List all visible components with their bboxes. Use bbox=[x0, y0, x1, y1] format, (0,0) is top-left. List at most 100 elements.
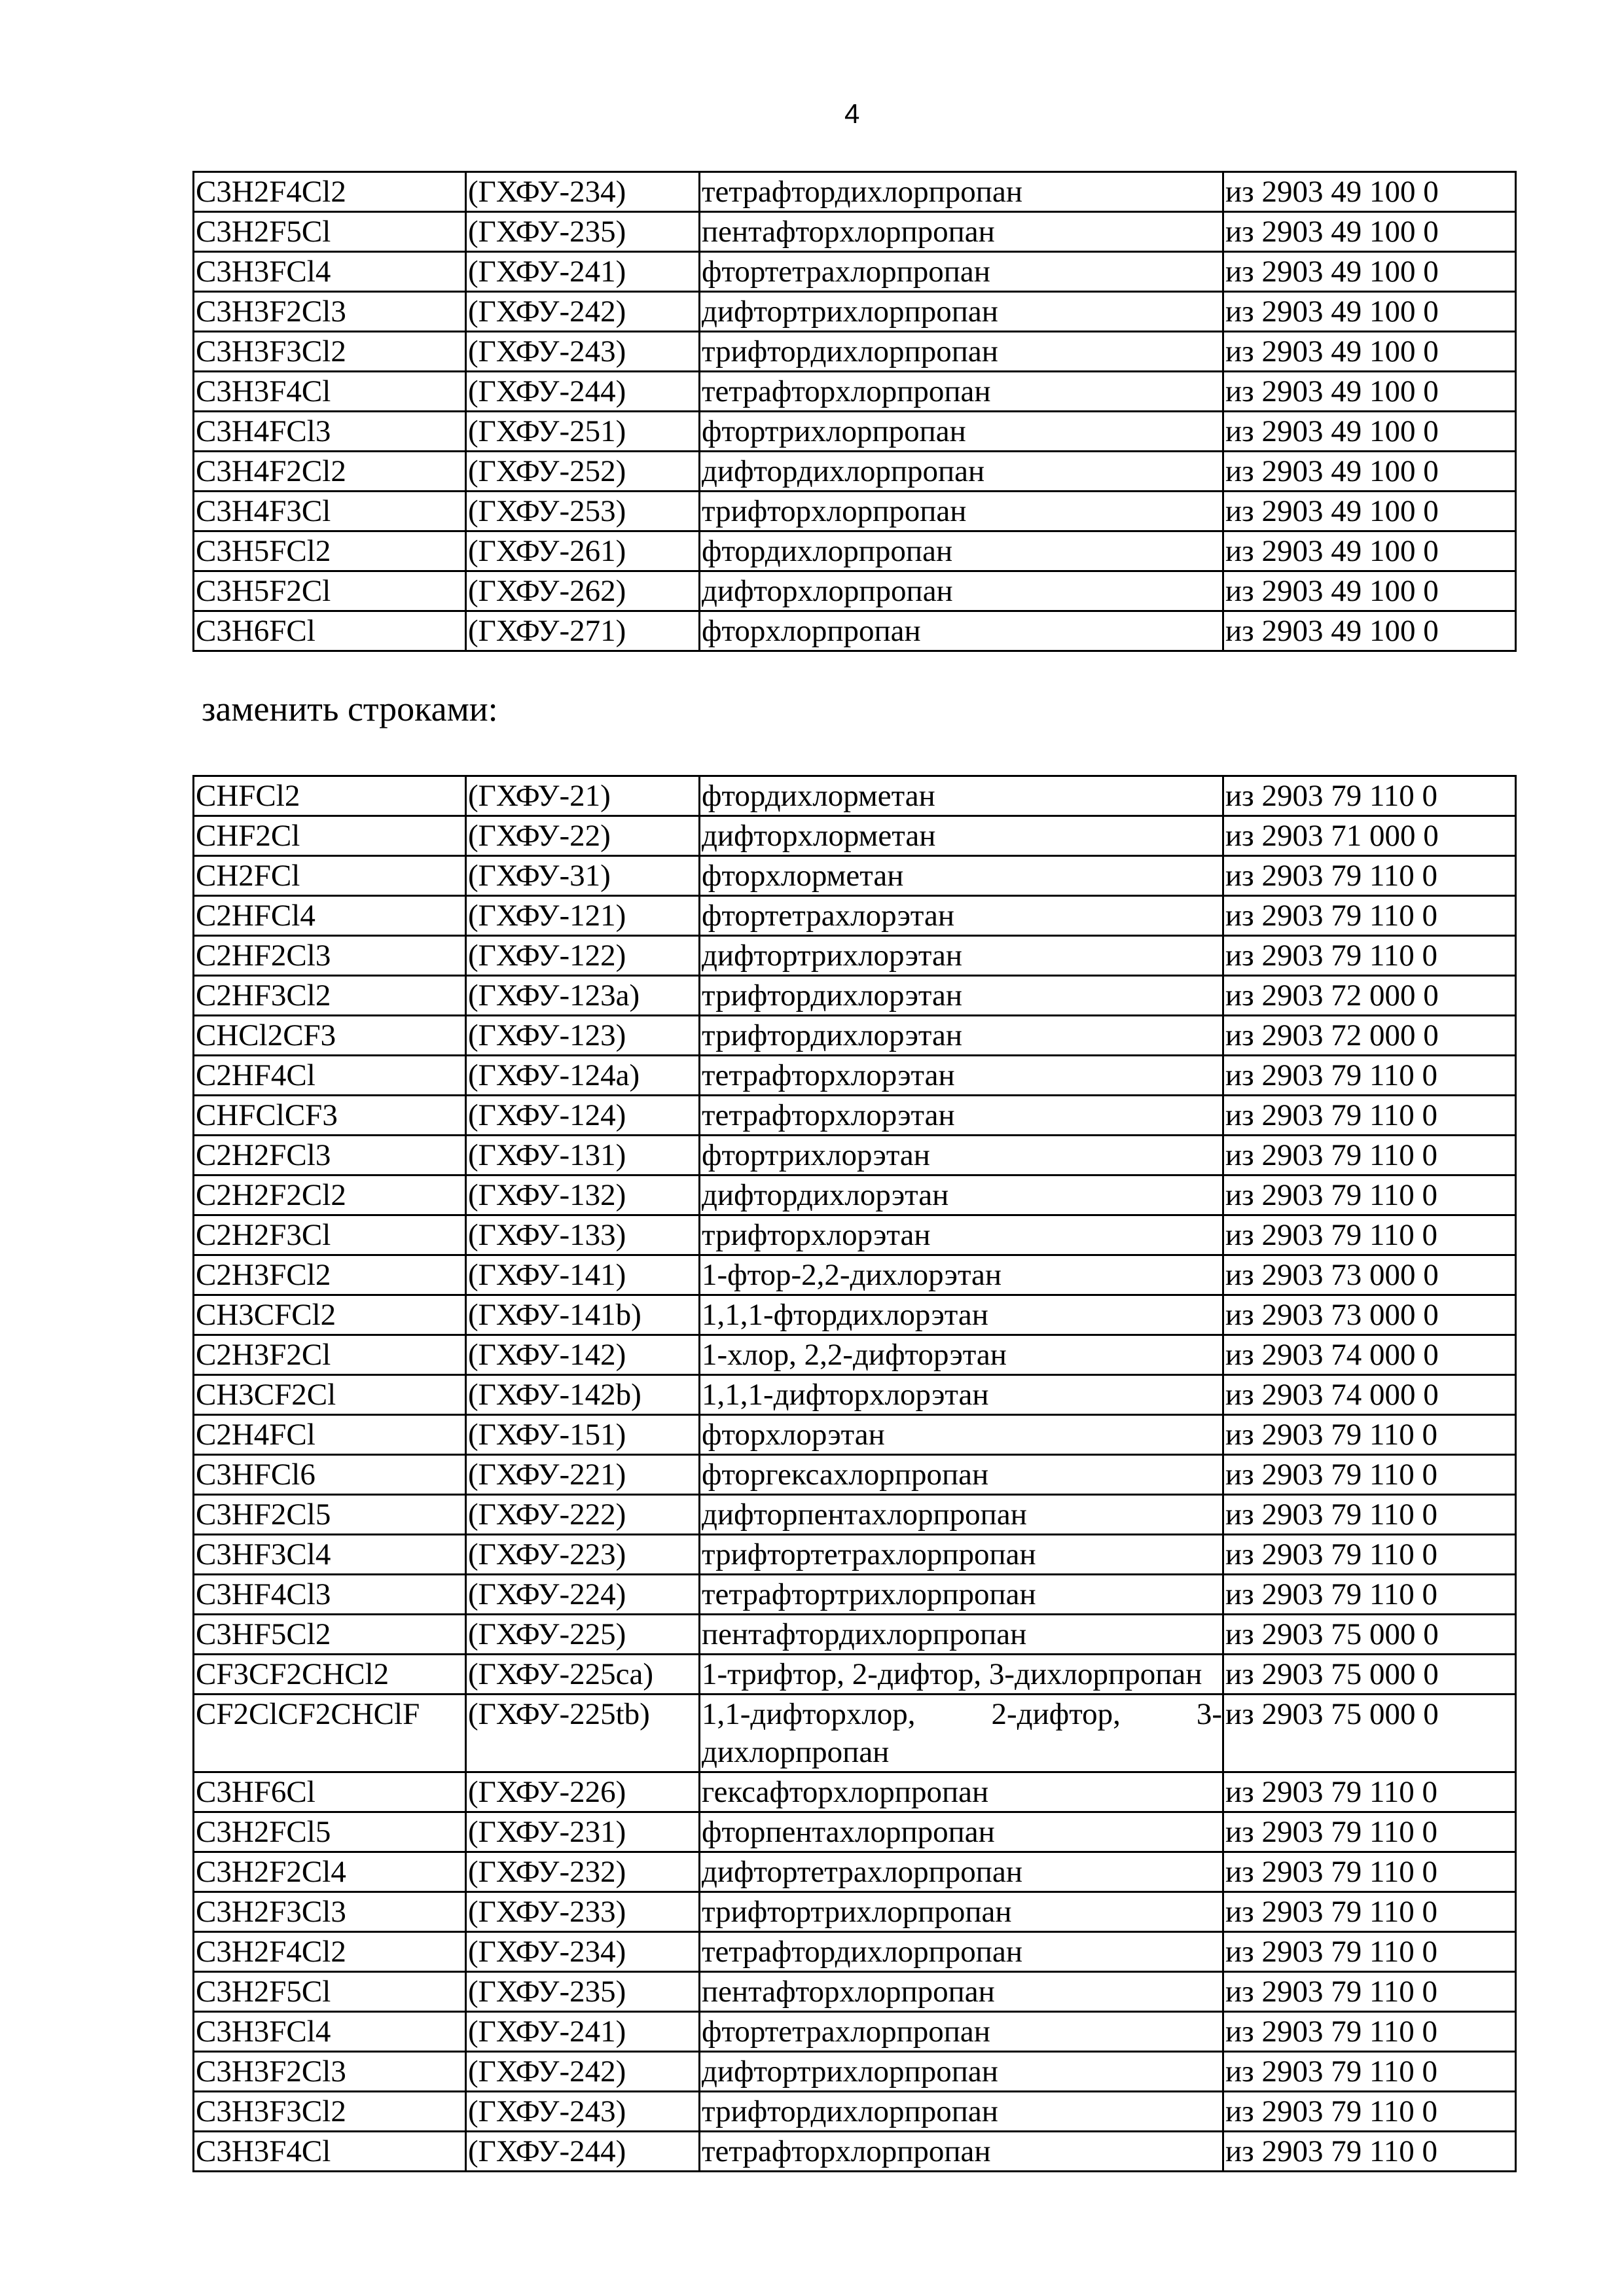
code-cell: (ГХФУ-224) bbox=[465, 1573, 700, 1615]
code-cell: (ГХФУ-253) bbox=[465, 490, 700, 532]
table-row: CF2ClCF2CHClF (ГХФУ-225tb) 1,1-дифторхлор,… bbox=[192, 1693, 1517, 1773]
formula-cell: C2H3FCl2 bbox=[192, 1254, 467, 1296]
code-cell: (ГХФУ-251) bbox=[465, 410, 700, 452]
formula-cell: C2HF2Cl3 bbox=[192, 935, 467, 977]
tariff-code-cell: из 2903 79 110 0 bbox=[1222, 2011, 1517, 2053]
code-cell: (ГХФУ-261) bbox=[465, 530, 700, 572]
code-cell: (ГХФУ-132) bbox=[465, 1174, 700, 1216]
name-cell: 1,1,1-дифторхлорэтан bbox=[698, 1374, 1224, 1416]
table-row: CH3CF2Cl (ГХФУ-142b) 1,1,1-дифторхлорэтан и… bbox=[192, 1374, 1517, 1416]
tariff-code-cell: из 2903 49 100 0 bbox=[1222, 450, 1517, 492]
tariff-code-cell: из 2903 79 110 0 bbox=[1222, 1931, 1517, 1973]
tariff-code-cell: из 2903 49 100 0 bbox=[1222, 490, 1517, 532]
table-row: C3H2FCl5 (ГХФУ-231) фторпентахлорпропан из … bbox=[192, 1811, 1517, 1853]
table-row: C3H3F4Cl (ГХФУ-244) тетрафторхлорпропан из … bbox=[192, 2130, 1517, 2172]
tariff-code-cell: из 2903 79 110 0 bbox=[1222, 895, 1517, 937]
table-row: CHF2Cl (ГХФУ-22) дифторхлорметан из 2903 71… bbox=[192, 815, 1517, 857]
tariff-code-cell: из 2903 79 110 0 bbox=[1222, 1811, 1517, 1853]
name-cell: тетрафторхлорэтан bbox=[698, 1054, 1224, 1096]
table-row: C2H4FCl (ГХФУ-151) фторхлорэтан из 2903 79 … bbox=[192, 1414, 1517, 1456]
formula-cell: C3H3F4Cl bbox=[192, 370, 467, 412]
tariff-code-cell: из 2903 49 100 0 bbox=[1222, 171, 1517, 213]
table-row: C3H2F5Cl (ГХФУ-235) пентафторхлорпропан из … bbox=[192, 211, 1517, 253]
formula-cell: C3H4F3Cl bbox=[192, 490, 467, 532]
code-cell: (ГХФУ-141) bbox=[465, 1254, 700, 1296]
name-cell: пентафторхлорпропан bbox=[698, 211, 1224, 253]
tariff-code-cell: из 2903 49 100 0 bbox=[1222, 211, 1517, 253]
name-cell: фтордихлорпропан bbox=[698, 530, 1224, 572]
table-row: C2HFCl4 (ГХФУ-121) фтортетрахлорэтан из 290… bbox=[192, 895, 1517, 937]
table-row: C3HF5Cl2 (ГХФУ-225) пентафтордихлорпропан и… bbox=[192, 1613, 1517, 1655]
tariff-code-cell: из 2903 49 100 0 bbox=[1222, 410, 1517, 452]
name-cell: дифторхлорпропан bbox=[698, 570, 1224, 612]
tariff-code-cell: из 2903 79 110 0 bbox=[1222, 935, 1517, 977]
formula-cell: C3H2F3Cl3 bbox=[192, 1891, 467, 1933]
name-cell: тетрафторхлорпропан bbox=[698, 370, 1224, 412]
name-cell: трифторхлорэтан bbox=[698, 1214, 1224, 1256]
table-row: C3HF6Cl (ГХФУ-226) гексафторхлорпропан из 2… bbox=[192, 1771, 1517, 1813]
tariff-code-cell: из 2903 79 110 0 bbox=[1222, 1454, 1517, 1496]
tariff-code-cell: из 2903 79 110 0 bbox=[1222, 2130, 1517, 2172]
code-cell: (ГХФУ-141b) bbox=[465, 1294, 700, 1336]
code-cell: (ГХФУ-243) bbox=[465, 2090, 700, 2132]
formula-cell: CHFClCF3 bbox=[192, 1094, 467, 1136]
name-cell: дифтордихлорэтан bbox=[698, 1174, 1224, 1216]
table-row: C3H3F2Cl3 (ГХФУ-242) дифтортрихлорпропан из… bbox=[192, 291, 1517, 332]
formula-cell: C3H4F2Cl2 bbox=[192, 450, 467, 492]
new-substances-table: CHFCl2 (ГХФУ-21) фтордихлорметан из 2903 79… bbox=[192, 775, 1517, 2172]
formula-cell: C3H2FCl5 bbox=[192, 1811, 467, 1853]
formula-cell: C2H2F3Cl bbox=[192, 1214, 467, 1256]
name-cell: фторхлорметан bbox=[698, 855, 1224, 897]
name-cell: фторхлорпропан bbox=[698, 610, 1224, 652]
table-row: C2H2FCl3 (ГХФУ-131) фтортрихлорэтан из 2903… bbox=[192, 1134, 1517, 1176]
formula-cell: C3H2F4Cl2 bbox=[192, 171, 467, 213]
tariff-code-cell: из 2903 49 100 0 bbox=[1222, 610, 1517, 652]
old-table-body: C3H2F4Cl2 (ГХФУ-234) тетрафтордихлорпропан… bbox=[192, 171, 1517, 652]
formula-cell: C2H3F2Cl bbox=[192, 1334, 467, 1376]
code-cell: (ГХФУ-231) bbox=[465, 1811, 700, 1853]
formula-cell: C3H3FCl4 bbox=[192, 251, 467, 293]
name-cell: дифтортрихлорпропан bbox=[698, 2051, 1224, 2092]
tariff-code-cell: из 2903 79 110 0 bbox=[1222, 1414, 1517, 1456]
name-cell: 1-фтор-2,2-дихлорэтан bbox=[698, 1254, 1224, 1296]
code-cell: (ГХФУ-271) bbox=[465, 610, 700, 652]
tariff-code-cell: из 2903 79 110 0 bbox=[1222, 1054, 1517, 1096]
table-row: CH3CFCl2 (ГХФУ-141b) 1,1,1-фтордихлорэтан и… bbox=[192, 1294, 1517, 1336]
tariff-code-cell: из 2903 79 110 0 bbox=[1222, 775, 1517, 817]
table-row: C3HF3Cl4 (ГХФУ-223) трифтортетрахлорпропан… bbox=[192, 1534, 1517, 1575]
code-cell: (ГХФУ-133) bbox=[465, 1214, 700, 1256]
name-cell: 1,1,1-фтордихлорэтан bbox=[698, 1294, 1224, 1336]
code-cell: (ГХФУ-226) bbox=[465, 1771, 700, 1813]
formula-cell: CHF2Cl bbox=[192, 815, 467, 857]
code-cell: (ГХФУ-233) bbox=[465, 1891, 700, 1933]
tariff-code-cell: из 2903 72 000 0 bbox=[1222, 1014, 1517, 1056]
name-cell: трифторхлорпропан bbox=[698, 490, 1224, 532]
formula-cell: C3H2F5Cl bbox=[192, 1971, 467, 2013]
formula-cell: C3H3F3Cl2 bbox=[192, 331, 467, 372]
table-row: C2HF3Cl2 (ГХФУ-123а) трифтордихлорэтан из 2… bbox=[192, 975, 1517, 1016]
code-cell: (ГХФУ-124а) bbox=[465, 1054, 700, 1096]
formula-cell: CF2ClCF2CHClF bbox=[192, 1693, 467, 1773]
tariff-code-cell: из 2903 73 000 0 bbox=[1222, 1254, 1517, 1296]
tariff-code-cell: из 2903 79 110 0 bbox=[1222, 1851, 1517, 1893]
name-cell: пентафтордихлорпропан bbox=[698, 1613, 1224, 1655]
table-row: CHFClCF3 (ГХФУ-124) тетрафторхлорэтан из 29… bbox=[192, 1094, 1517, 1136]
tariff-code-cell: из 2903 75 000 0 bbox=[1222, 1653, 1517, 1695]
tariff-code-cell: из 2903 72 000 0 bbox=[1222, 975, 1517, 1016]
tariff-code-cell: из 2903 49 100 0 bbox=[1222, 370, 1517, 412]
tariff-code-cell: из 2903 75 000 0 bbox=[1222, 1613, 1517, 1655]
tariff-code-cell: из 2903 79 110 0 bbox=[1222, 1174, 1517, 1216]
formula-cell: C3HF6Cl bbox=[192, 1771, 467, 1813]
table-row: C3H5FCl2 (ГХФУ-261) фтордихлорпропан из 290… bbox=[192, 530, 1517, 572]
code-cell: (ГХФУ-244) bbox=[465, 370, 700, 412]
code-cell: (ГХФУ-22) bbox=[465, 815, 700, 857]
formula-cell: C3H3F2Cl3 bbox=[192, 2051, 467, 2092]
table-row: C3H3FCl4 (ГХФУ-241) фтортетрахлорпропан из … bbox=[192, 2011, 1517, 2053]
name-cell: трифтордихлорэтан bbox=[698, 975, 1224, 1016]
code-cell: (ГХФУ-142b) bbox=[465, 1374, 700, 1416]
table-row: C3HFCl6 (ГХФУ-221) фторгексахлорпропан из 2… bbox=[192, 1454, 1517, 1496]
tariff-code-cell: из 2903 79 110 0 bbox=[1222, 1971, 1517, 2013]
formula-cell: C3HF3Cl4 bbox=[192, 1534, 467, 1575]
tariff-code-cell: из 2903 74 000 0 bbox=[1222, 1334, 1517, 1376]
formula-cell: C3H2F5Cl bbox=[192, 211, 467, 253]
